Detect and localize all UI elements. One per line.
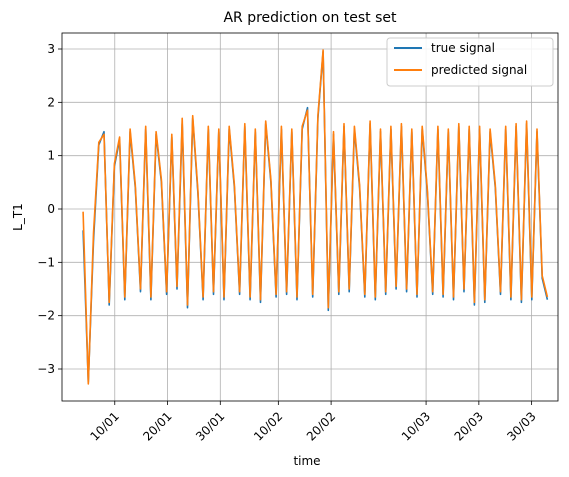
y-tick-label: 2 [47, 95, 55, 109]
legend-label-predicted-signal: predicted signal [431, 63, 527, 77]
y-tick-label: −3 [37, 362, 55, 376]
y-tick-label: 3 [47, 42, 55, 56]
legend: true signal predicted signal [386, 37, 554, 87]
legend-box [386, 37, 554, 87]
x-tick-label: 30/03 [504, 409, 538, 443]
legend-label-true-signal: true signal [431, 41, 495, 55]
x-tick-label: 20/01 [140, 409, 174, 443]
x-axis-label: time [293, 454, 320, 468]
y-tick-label: 1 [47, 149, 55, 163]
series-line-predicted-signal [82, 49, 549, 385]
x-tick-label: 10/01 [88, 409, 122, 443]
y-tick-label: −1 [37, 255, 55, 269]
y-tick-label: −2 [37, 309, 55, 323]
x-tick-label: 30/01 [193, 409, 227, 443]
x-tick-label: 10/02 [251, 409, 285, 443]
x-tick-label: 20/02 [304, 409, 338, 443]
y-axis-label: L_T1 [11, 203, 25, 231]
x-tick-label: 20/03 [452, 409, 486, 443]
chart-title: AR prediction on test set [223, 10, 397, 26]
grid-lines [62, 33, 558, 401]
x-tick-label: 10/03 [399, 409, 433, 443]
series-layer [82, 49, 549, 385]
y-tick-label: 0 [47, 202, 55, 216]
x-axis: 10/01 20/01 30/01 10/02 20/02 10/03 20/03 30/03 [88, 401, 539, 444]
plot-area-frame [61, 32, 559, 402]
y-axis: 3 2 1 0 −1 −2 −3 [37, 42, 62, 376]
